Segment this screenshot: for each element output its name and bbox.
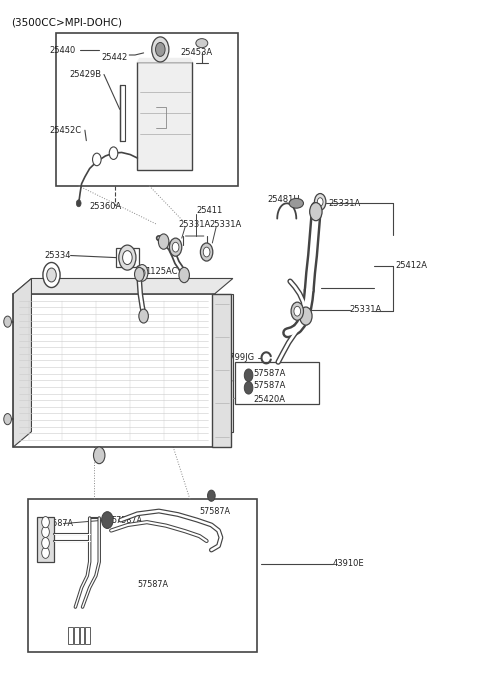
Circle shape <box>207 490 215 501</box>
Text: 57587A: 57587A <box>42 519 73 528</box>
Text: 25429B: 25429B <box>69 70 101 79</box>
Circle shape <box>200 243 213 261</box>
Text: (3500CC>MPI-DOHC): (3500CC>MPI-DOHC) <box>11 17 122 27</box>
Text: 25412A: 25412A <box>395 261 427 271</box>
Bar <box>235 362 319 404</box>
Text: 57587A: 57587A <box>111 516 142 524</box>
Circle shape <box>244 382 253 394</box>
Bar <box>74 626 79 644</box>
Bar <box>137 62 192 170</box>
Circle shape <box>139 268 145 277</box>
Polygon shape <box>13 278 233 294</box>
Circle shape <box>310 203 322 221</box>
Circle shape <box>47 268 56 282</box>
Bar <box>37 517 54 562</box>
Circle shape <box>93 153 101 166</box>
Bar <box>85 626 90 644</box>
Text: 57587A: 57587A <box>253 368 286 377</box>
Circle shape <box>42 517 49 528</box>
Bar <box>212 294 231 447</box>
Circle shape <box>291 302 303 320</box>
Circle shape <box>76 200 81 207</box>
Text: 25411: 25411 <box>196 206 222 215</box>
Bar <box>68 626 73 644</box>
Circle shape <box>300 307 312 325</box>
Text: 25440: 25440 <box>49 45 75 55</box>
Circle shape <box>294 306 300 316</box>
Circle shape <box>134 267 144 281</box>
Circle shape <box>109 147 118 159</box>
Text: 25481H: 25481H <box>268 195 300 204</box>
Circle shape <box>314 194 326 210</box>
Ellipse shape <box>196 38 208 48</box>
Circle shape <box>156 43 165 57</box>
Circle shape <box>179 267 190 282</box>
Bar <box>120 85 125 140</box>
Text: 25331A: 25331A <box>350 305 382 315</box>
Text: 25334: 25334 <box>44 251 71 260</box>
Ellipse shape <box>289 199 303 208</box>
Text: 57587A: 57587A <box>199 507 230 516</box>
Polygon shape <box>13 278 32 447</box>
Circle shape <box>158 234 169 250</box>
Text: 25420A: 25420A <box>253 395 286 404</box>
Circle shape <box>102 512 113 528</box>
Text: 57587A: 57587A <box>253 380 286 389</box>
Circle shape <box>43 262 60 287</box>
Circle shape <box>42 538 49 549</box>
Circle shape <box>317 198 323 206</box>
Text: 43910E: 43910E <box>333 559 365 568</box>
Circle shape <box>122 251 132 264</box>
Text: 1125AC: 1125AC <box>145 267 178 276</box>
Circle shape <box>203 247 210 257</box>
Bar <box>32 294 233 432</box>
Polygon shape <box>137 59 192 62</box>
Circle shape <box>139 309 148 323</box>
Bar <box>80 626 84 644</box>
Text: 25453A: 25453A <box>180 48 213 57</box>
Circle shape <box>119 245 136 270</box>
Bar <box>116 248 139 267</box>
Bar <box>13 294 215 447</box>
Text: 25331A: 25331A <box>328 199 360 208</box>
Circle shape <box>172 243 179 252</box>
Text: 25331A: 25331A <box>178 219 210 229</box>
Text: 25452C: 25452C <box>49 126 81 135</box>
Circle shape <box>4 316 12 327</box>
Circle shape <box>169 238 182 257</box>
Bar <box>56 33 238 186</box>
Circle shape <box>152 37 169 62</box>
Circle shape <box>94 447 105 463</box>
Circle shape <box>4 414 12 425</box>
Text: 25331A: 25331A <box>209 219 241 229</box>
Text: 25442: 25442 <box>102 52 128 62</box>
Circle shape <box>42 547 49 559</box>
Text: 57587A: 57587A <box>137 580 168 589</box>
Bar <box>28 499 257 652</box>
Text: 25360A: 25360A <box>90 201 122 210</box>
Circle shape <box>244 369 253 382</box>
Circle shape <box>136 264 148 281</box>
Text: 1799JG: 1799JG <box>224 353 254 361</box>
Circle shape <box>42 526 49 538</box>
